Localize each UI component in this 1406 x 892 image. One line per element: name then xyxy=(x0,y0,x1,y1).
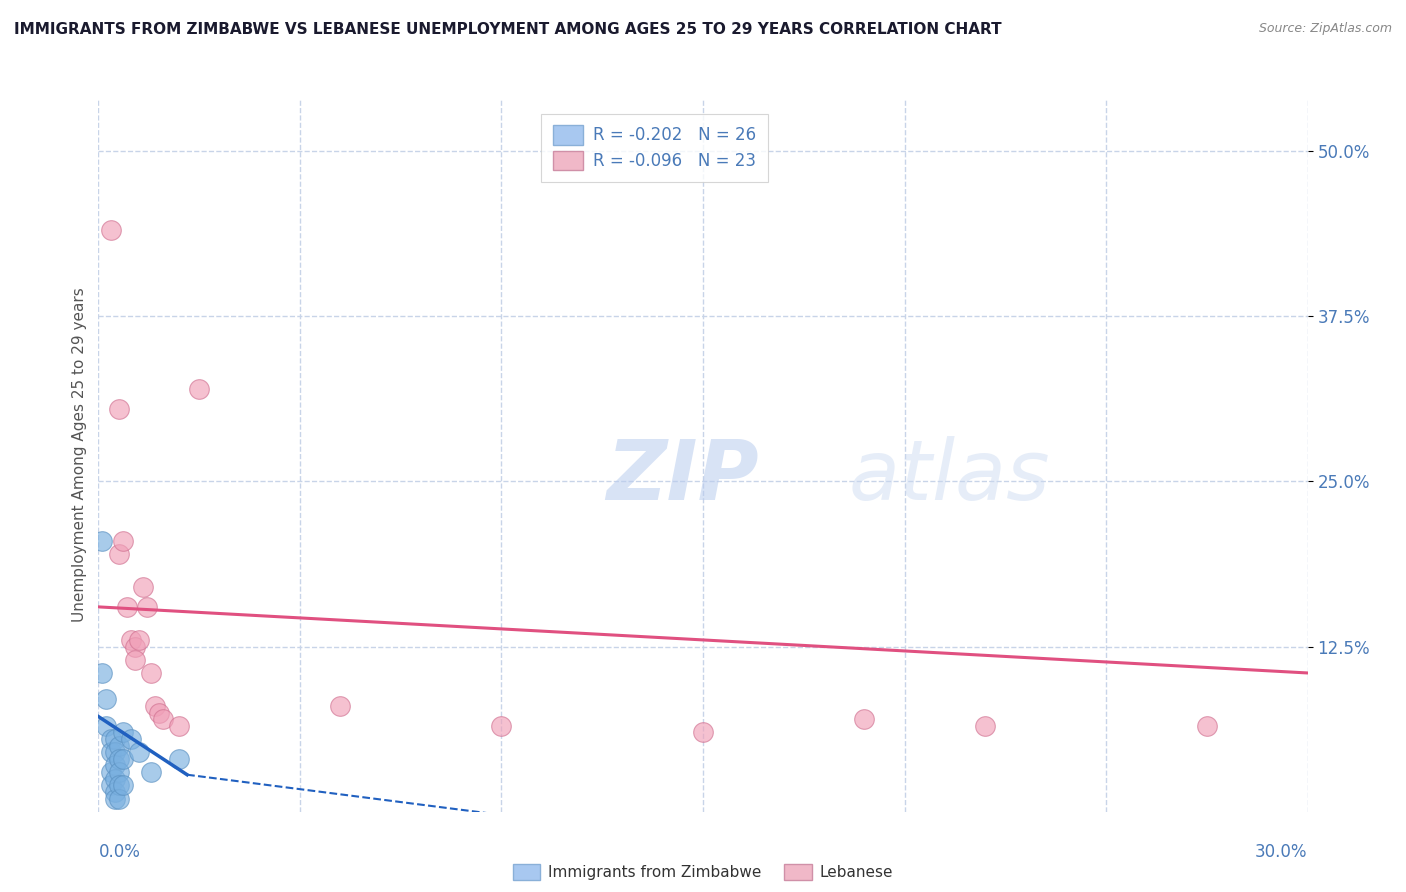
Point xyxy=(152,712,174,726)
Point xyxy=(91,533,114,548)
Text: ZIP: ZIP xyxy=(606,436,759,516)
Point xyxy=(111,533,134,548)
Point xyxy=(100,745,122,759)
Point xyxy=(103,732,125,747)
Point xyxy=(96,719,118,733)
Point xyxy=(103,745,125,759)
Point xyxy=(100,732,122,747)
Text: atlas: atlas xyxy=(848,436,1050,516)
Point xyxy=(128,632,150,647)
Point xyxy=(120,732,142,747)
Point xyxy=(107,752,129,766)
Point xyxy=(139,665,162,680)
Point xyxy=(128,745,150,759)
Point xyxy=(167,719,190,733)
Point xyxy=(692,725,714,739)
Point xyxy=(100,765,122,780)
Point xyxy=(167,752,190,766)
Point xyxy=(329,698,352,713)
Point xyxy=(100,778,122,792)
Point xyxy=(143,698,166,713)
Point xyxy=(188,382,211,396)
Point xyxy=(853,712,876,726)
Y-axis label: Unemployment Among Ages 25 to 29 years: Unemployment Among Ages 25 to 29 years xyxy=(72,287,87,623)
Point xyxy=(103,785,125,799)
Text: Source: ZipAtlas.com: Source: ZipAtlas.com xyxy=(1258,22,1392,36)
Point xyxy=(132,580,155,594)
Point xyxy=(103,772,125,786)
Point xyxy=(111,752,134,766)
Point xyxy=(974,719,997,733)
Point xyxy=(135,599,157,614)
Point xyxy=(148,706,170,720)
Point xyxy=(100,223,122,237)
Point xyxy=(120,632,142,647)
Point xyxy=(107,778,129,792)
Point xyxy=(111,725,134,739)
Point xyxy=(96,692,118,706)
Point xyxy=(124,640,146,654)
Point xyxy=(139,765,162,780)
Point xyxy=(1195,719,1218,733)
Point xyxy=(115,599,138,614)
Point xyxy=(103,791,125,805)
Point xyxy=(107,401,129,416)
Text: 0.0%: 0.0% xyxy=(98,843,141,861)
Point xyxy=(491,719,513,733)
Point xyxy=(107,791,129,805)
Point xyxy=(124,653,146,667)
Point xyxy=(107,765,129,780)
Point xyxy=(107,547,129,561)
Text: IMMIGRANTS FROM ZIMBABWE VS LEBANESE UNEMPLOYMENT AMONG AGES 25 TO 29 YEARS CORR: IMMIGRANTS FROM ZIMBABWE VS LEBANESE UNE… xyxy=(14,22,1001,37)
Point xyxy=(107,739,129,753)
Point xyxy=(91,665,114,680)
Point xyxy=(103,758,125,772)
Legend: Immigrants from Zimbabwe, Lebanese: Immigrants from Zimbabwe, Lebanese xyxy=(506,858,900,886)
Point xyxy=(111,778,134,792)
Text: 30.0%: 30.0% xyxy=(1256,843,1308,861)
